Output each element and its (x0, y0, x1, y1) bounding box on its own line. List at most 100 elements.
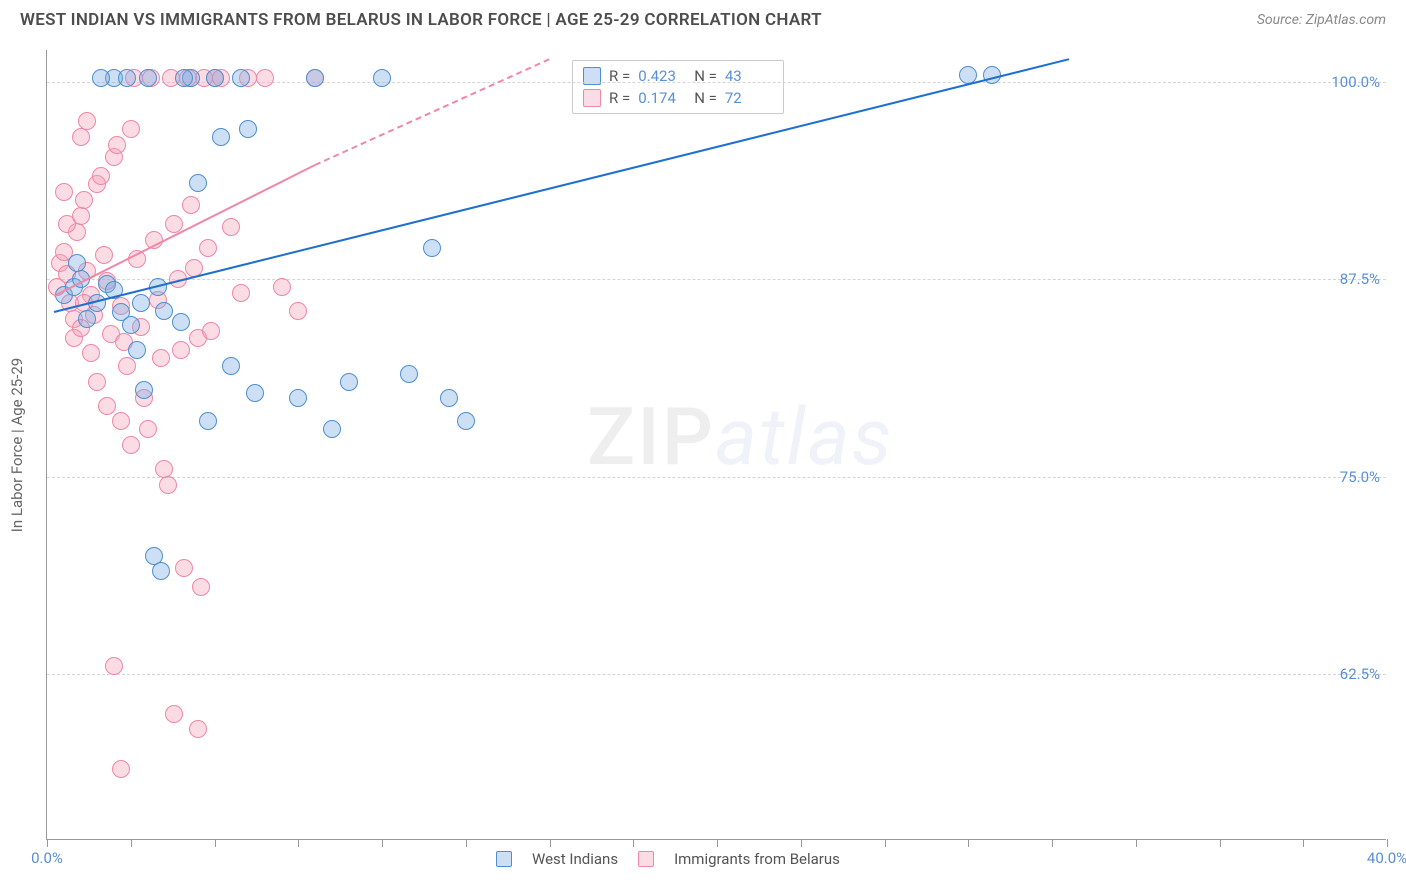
scatter-point-blue (68, 254, 86, 272)
legend-bottom: West Indians Immigrants from Belarus (496, 850, 840, 868)
source-attribution: Source: ZipAtlas.com (1257, 12, 1386, 28)
legend-bottom-label-pink: Immigrants from Belarus (674, 850, 840, 868)
x-tick-mark (633, 839, 634, 847)
scatter-point-blue (373, 69, 391, 87)
x-tick-mark (968, 839, 969, 847)
scatter-point-pink (159, 476, 177, 494)
scatter-point-blue (122, 316, 140, 334)
x-tick-mark (801, 839, 802, 847)
scatter-point-blue (155, 302, 173, 320)
source-name: ZipAtlas.com (1306, 12, 1386, 28)
gridline-horizontal (47, 477, 1386, 478)
scatter-point-blue (175, 69, 193, 87)
scatter-point-pink (55, 183, 73, 201)
scatter-point-pink (152, 349, 170, 367)
scatter-point-pink (222, 218, 240, 236)
scatter-point-pink (88, 373, 106, 391)
x-tick-mark (466, 839, 467, 847)
legend-bottom-swatch-blue (496, 851, 512, 867)
legend-n-label: N = (694, 89, 717, 107)
scatter-point-blue (423, 239, 441, 257)
gridline-horizontal (47, 674, 1386, 675)
scatter-point-blue (232, 69, 250, 87)
chart-container: In Labor Force | Age 25-29 ZIPatlas R = … (46, 50, 1386, 840)
scatter-point-blue (289, 389, 307, 407)
scatter-point-pink (58, 215, 76, 233)
legend-swatch-pink (583, 89, 601, 107)
scatter-point-blue (128, 341, 146, 359)
legend-pink-r: 0.174 (638, 89, 686, 107)
scatter-point-blue (340, 373, 358, 391)
scatter-point-blue (206, 69, 224, 87)
scatter-point-pink (78, 112, 96, 130)
x-tick-mark (550, 839, 551, 847)
scatter-point-pink (95, 246, 113, 264)
scatter-point-blue (239, 120, 257, 138)
scatter-point-blue (199, 412, 217, 430)
legend-inset: R = 0.423 N = 43 R = 0.174 N = 72 (572, 60, 784, 114)
scatter-point-pink (92, 167, 110, 185)
scatter-point-pink (192, 578, 210, 596)
legend-pink-n: 72 (725, 89, 773, 107)
chart-header: WEST INDIAN VS IMMIGRANTS FROM BELARUS I… (0, 0, 1406, 36)
scatter-point-pink (75, 191, 93, 209)
x-tick-mark (47, 839, 48, 847)
scatter-point-pink (82, 344, 100, 362)
scatter-point-blue (440, 389, 458, 407)
scatter-point-pink (122, 436, 140, 454)
scatter-point-blue (172, 313, 190, 331)
x-tick-mark (382, 839, 383, 847)
y-tick-label: 62.5% (1340, 665, 1380, 683)
scatter-point-pink (112, 412, 130, 430)
scatter-point-pink (98, 397, 116, 415)
scatter-point-pink (118, 357, 136, 375)
watermark-text-a: ZIP (587, 390, 715, 484)
scatter-point-pink (232, 284, 250, 302)
scatter-point-pink (112, 760, 130, 778)
scatter-point-blue (212, 128, 230, 146)
trend-line-extrapolated (315, 58, 550, 166)
x-tick-mark (1136, 839, 1137, 847)
scatter-point-blue (152, 562, 170, 580)
y-tick-label: 100.0% (1331, 73, 1380, 91)
scatter-point-blue (132, 294, 150, 312)
scatter-point-blue (222, 357, 240, 375)
scatter-point-pink (175, 559, 193, 577)
scatter-point-pink (139, 420, 157, 438)
scatter-point-blue (246, 384, 264, 402)
scatter-point-pink (273, 278, 291, 296)
scatter-point-blue (139, 69, 157, 87)
watermark: ZIPatlas (587, 390, 894, 484)
scatter-point-blue (189, 174, 207, 192)
x-tick-mark (717, 839, 718, 847)
source-prefix: Source: (1257, 12, 1306, 28)
x-tick-mark (1387, 839, 1388, 847)
scatter-point-blue (323, 420, 341, 438)
x-tick-mark (1220, 839, 1221, 847)
x-tick-label: 0.0% (31, 849, 63, 867)
scatter-point-blue (135, 381, 153, 399)
legend-bottom-swatch-pink (638, 851, 654, 867)
watermark-text-b: atlas (715, 390, 894, 484)
x-tick-mark (215, 839, 216, 847)
scatter-point-blue (306, 69, 324, 87)
scatter-point-pink (172, 341, 190, 359)
scatter-point-blue (78, 310, 96, 328)
x-tick-mark (885, 839, 886, 847)
scatter-point-pink (72, 128, 90, 146)
scatter-point-pink (105, 657, 123, 675)
scatter-point-pink (165, 705, 183, 723)
y-tick-label: 75.0% (1340, 468, 1380, 486)
legend-inset-row-pink: R = 0.174 N = 72 (583, 89, 773, 107)
scatter-point-pink (256, 69, 274, 87)
x-tick-mark (1303, 839, 1304, 847)
scatter-point-pink (182, 196, 200, 214)
scatter-point-blue (118, 69, 136, 87)
x-tick-mark (131, 839, 132, 847)
x-tick-mark (1052, 839, 1053, 847)
scatter-point-pink (289, 302, 307, 320)
y-tick-label: 87.5% (1340, 270, 1380, 288)
gridline-horizontal (47, 279, 1386, 280)
scatter-point-blue (92, 69, 110, 87)
plot-area: In Labor Force | Age 25-29 ZIPatlas R = … (46, 50, 1386, 840)
